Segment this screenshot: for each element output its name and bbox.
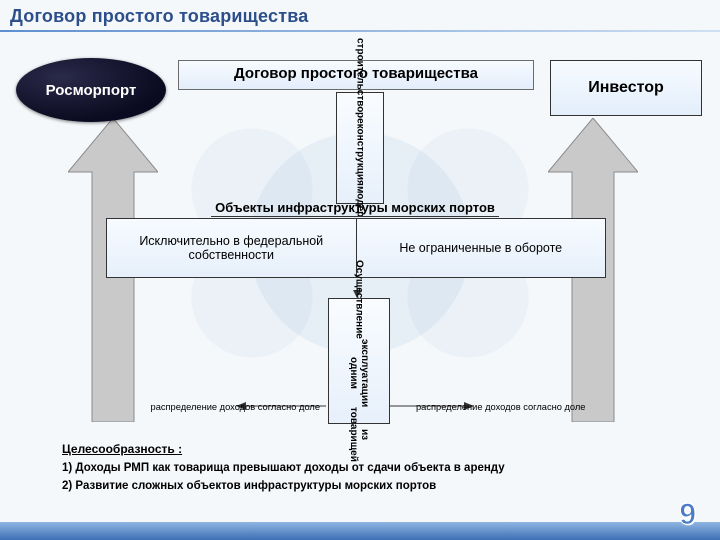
feasibility-point-1: 1) Доходы РМП как товарища превышают дох… xyxy=(62,462,660,474)
rosmorport-oval: Росморпорт xyxy=(16,58,166,122)
col-unrestricted: Не ограниченные в обороте xyxy=(356,218,607,278)
col-federal: Исключительно в федеральной собственност… xyxy=(106,218,356,278)
page-number: 9 xyxy=(679,498,696,532)
feasibility-heading: Целесообразность : xyxy=(62,442,660,456)
vbox-top-line1: строительство xyxy=(355,38,366,112)
investor-box: Инвестор xyxy=(550,60,702,116)
vertical-box-construction: строительство реконструкция модернизация xyxy=(336,92,384,204)
vertical-box-exploitation: Осуществление эксплуатации одним из това… xyxy=(328,298,390,424)
vbox-bot-line2: эксплуатации одним xyxy=(348,339,370,407)
objects-header: Объекты инфраструктуры морских портов xyxy=(104,200,606,217)
distribution-left: распределение доходов согласно доле xyxy=(90,402,320,412)
distribution-right: распределение доходов согласно доле xyxy=(416,402,646,412)
footer-bar xyxy=(0,522,720,540)
feasibility-point-2: 2) Развитие сложных объектов инфраструкт… xyxy=(62,480,660,492)
bottom-text-block: Целесообразность : 1) Доходы РМП как тов… xyxy=(62,442,660,498)
objects-header-text: Объекты инфраструктуры морских портов xyxy=(211,200,499,217)
vbox-top-line2: реконструкция xyxy=(355,112,366,186)
vbox-bot-line1: Осуществление xyxy=(354,260,365,339)
